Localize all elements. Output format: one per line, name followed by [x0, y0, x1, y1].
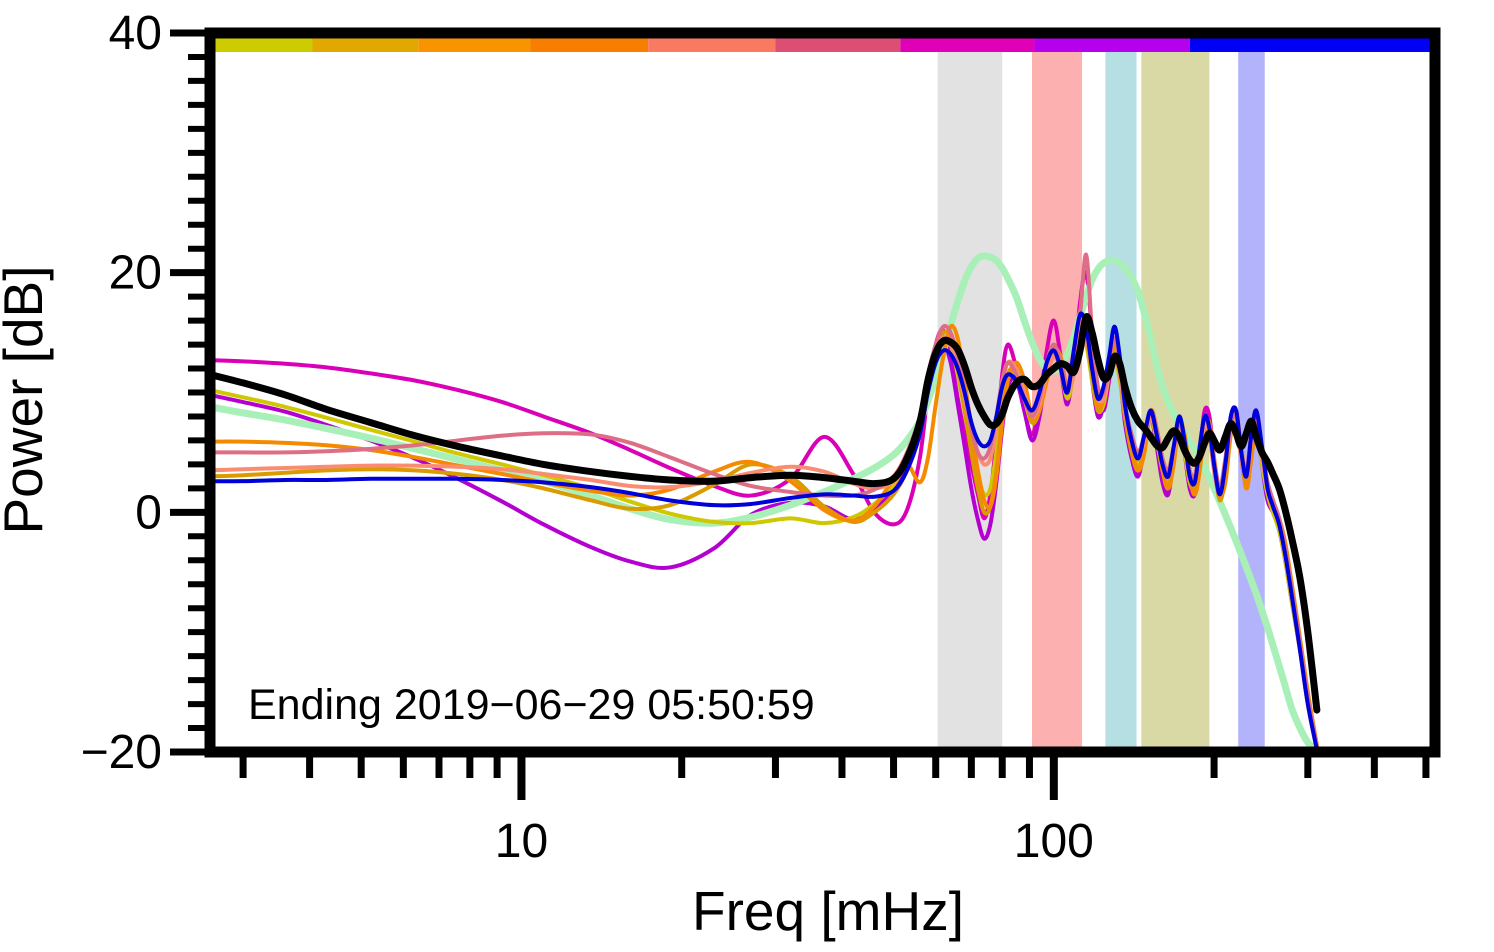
plot-frame-bottom: [204, 746, 1441, 758]
x-axis-label: Freq [mHz]: [692, 880, 964, 942]
y-tick-label-20: 20: [109, 247, 162, 300]
plot-frame-top: [204, 27, 1441, 39]
colorbar-seg-crimson: [775, 37, 901, 52]
series-line-mean-spectrum: [210, 313, 1321, 714]
colorbar-seg-magenta: [900, 37, 1035, 52]
colorbar-seg-blue: [1189, 37, 1435, 52]
y-tick-label-40: 40: [109, 7, 162, 60]
colorbar-seg-salmon: [648, 37, 776, 52]
tick-label-layer: 40 20 0 −20 10 100: [81, 7, 1094, 868]
band-periwinkle: [1238, 45, 1265, 752]
x-tick-label-10: 10: [495, 815, 548, 868]
series-layer: [210, 252, 1321, 752]
ending-timestamp-annotation: Ending 2019−06−29 05:50:59: [248, 681, 815, 729]
y-tick-label--20: −20: [81, 726, 162, 779]
band-gray: [937, 45, 1003, 752]
axis-frame-layer: [204, 27, 1441, 758]
plot-frame-left: [204, 27, 216, 758]
colorbar-seg-orange: [418, 37, 531, 52]
colorbar-seg-yellow: [210, 37, 313, 52]
colorbar-seg-deep-orange: [530, 37, 649, 52]
band-khaki: [1141, 45, 1210, 752]
x-tick-label-100: 100: [1014, 815, 1094, 868]
colorbar-seg-violet: [1034, 37, 1190, 52]
colorbar-seg-gold: [312, 37, 419, 52]
shaded-bands-layer: [937, 45, 1265, 752]
y-axis-label: Power [dB]: [0, 265, 54, 534]
series-line-spectrum-blue: [210, 311, 1319, 752]
tick-layer: [170, 29, 1430, 800]
y-tick-label-0: 0: [135, 486, 162, 539]
plot-frame-right: [1429, 27, 1441, 758]
colorbar-layer: [210, 37, 1435, 52]
